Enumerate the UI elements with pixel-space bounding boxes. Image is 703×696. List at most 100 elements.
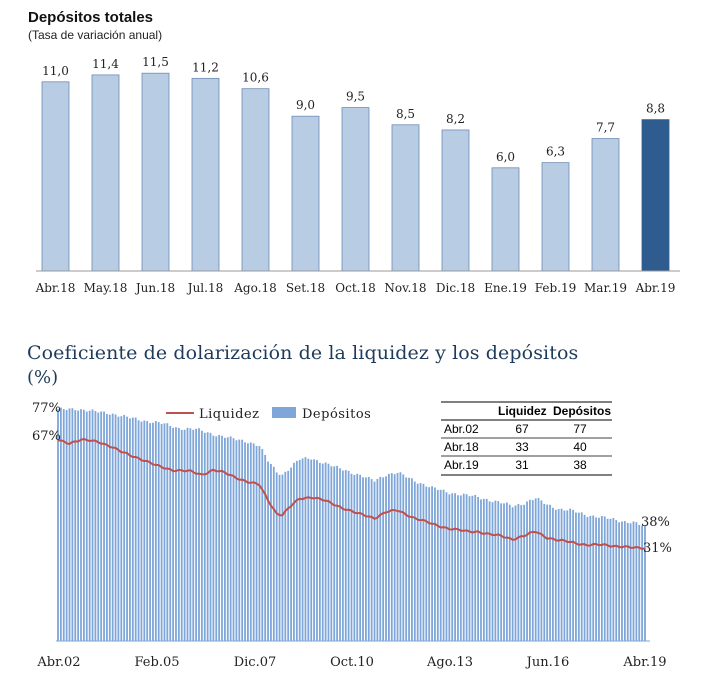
depositos-bar [462, 493, 465, 641]
depositos-bar [272, 466, 275, 641]
depositos-bar [249, 442, 252, 641]
depositos-bar [560, 508, 563, 641]
depositos-bar [106, 414, 108, 641]
depositos-bar [411, 478, 413, 641]
depositos-bar [511, 507, 514, 641]
depositos-bar [166, 423, 169, 641]
depositos-bar [103, 411, 105, 641]
depositos-bar [117, 416, 120, 641]
depositos-bar [468, 496, 471, 641]
x-tick-label: Abr.18 [35, 281, 76, 295]
x-tick-label: Set.18 [286, 281, 325, 295]
depositos-bar [252, 443, 255, 641]
depositos-bar [100, 411, 103, 641]
bar-Ene.19 [491, 167, 520, 272]
depositos-bar [626, 522, 629, 641]
depositos-bar [595, 517, 597, 641]
depositos-bar [621, 521, 623, 641]
depositos-bar [531, 500, 534, 641]
depositos-bar [281, 474, 284, 641]
depositos-bar [457, 495, 459, 641]
depositos-bar [341, 470, 344, 641]
bar-Dic.18 [441, 129, 470, 272]
depositos-bar [57, 409, 59, 641]
depositos-bar [615, 520, 618, 641]
depositos-bar [235, 440, 238, 641]
bar-value-label: 11,5 [142, 55, 169, 69]
depositos-bar [402, 474, 405, 641]
depositos-bar [514, 505, 517, 641]
depositos-bar [629, 523, 632, 641]
depositos-bar [577, 512, 580, 641]
depositos-bar [480, 499, 482, 641]
depositos-bar [589, 515, 592, 641]
depositos-bar [520, 505, 523, 641]
x-tick-label: Dic.07 [234, 655, 277, 670]
depositos-bar [364, 477, 367, 641]
depositos-bar [485, 498, 488, 641]
bar-value-label: 8,5 [396, 107, 415, 121]
depositos-bar [120, 416, 123, 641]
depositos-bar [600, 515, 603, 641]
depositos-bar [537, 498, 540, 641]
depositos-bar [425, 486, 428, 641]
depositos-bar [163, 423, 166, 641]
table-cell: 67 [515, 422, 529, 436]
table-header-depositos: Depósitos [553, 404, 611, 418]
depositos-bar [313, 459, 315, 641]
depositos-bar [586, 517, 589, 641]
depositos-bar [123, 414, 126, 641]
bar-Abr.19 [641, 119, 670, 272]
x-tick-label: Feb.05 [135, 655, 180, 670]
depositos-bar [247, 443, 249, 641]
depositos-bar [212, 435, 215, 641]
table-row-label: Abr.19 [444, 458, 479, 472]
depositos-bar [169, 425, 172, 641]
depositos-bar [255, 446, 258, 641]
depositos-bar [344, 470, 347, 641]
legend-depositos-swatch [272, 407, 296, 418]
depositos-bar [241, 439, 244, 641]
depositos-bar [376, 478, 379, 641]
depositos-bar [108, 414, 111, 641]
depositos-bar [350, 473, 353, 641]
depositos-bar [318, 462, 321, 641]
depositos-bar [258, 446, 261, 641]
depositos-bar [192, 429, 195, 641]
depositos-bar [183, 429, 186, 641]
depositos-bar [215, 436, 218, 641]
depositos-bar [439, 489, 442, 641]
depositos-bar [91, 409, 94, 641]
depositos-bar [126, 416, 128, 641]
depositos-bar [321, 463, 324, 641]
depositos-bar [226, 437, 229, 641]
depositos-bar [442, 489, 445, 641]
depositos-bar [85, 411, 88, 641]
depositos-bar [385, 476, 387, 641]
depositos-bar [503, 503, 505, 641]
depositos-bar [157, 422, 160, 641]
bar-Feb.19 [541, 162, 570, 272]
x-tick-label: Ago.18 [233, 281, 276, 295]
depositos-bar [641, 525, 644, 641]
depositos-bar [390, 473, 393, 641]
depositos-bar [405, 477, 408, 641]
bar-value-label: 9,5 [346, 90, 365, 104]
depositos-bar [488, 501, 491, 641]
depositos-bar [471, 495, 474, 641]
depositos-bar [500, 503, 503, 641]
depositos-bar [451, 493, 454, 641]
depositos-bar [609, 518, 612, 641]
depositos-bar [152, 422, 154, 641]
depositos-bar [143, 420, 146, 641]
depositos-bar [482, 498, 485, 641]
depositos-bar [549, 504, 551, 641]
x-tick-label: Ago.13 [426, 655, 473, 670]
depositos-bar [563, 510, 566, 641]
legend-depositos-label: Depósitos [302, 407, 371, 422]
depositos-bar [94, 411, 97, 641]
depositos-bar [80, 409, 82, 641]
x-tick-label: Jul.18 [186, 281, 223, 295]
depositos-bar [373, 481, 376, 641]
